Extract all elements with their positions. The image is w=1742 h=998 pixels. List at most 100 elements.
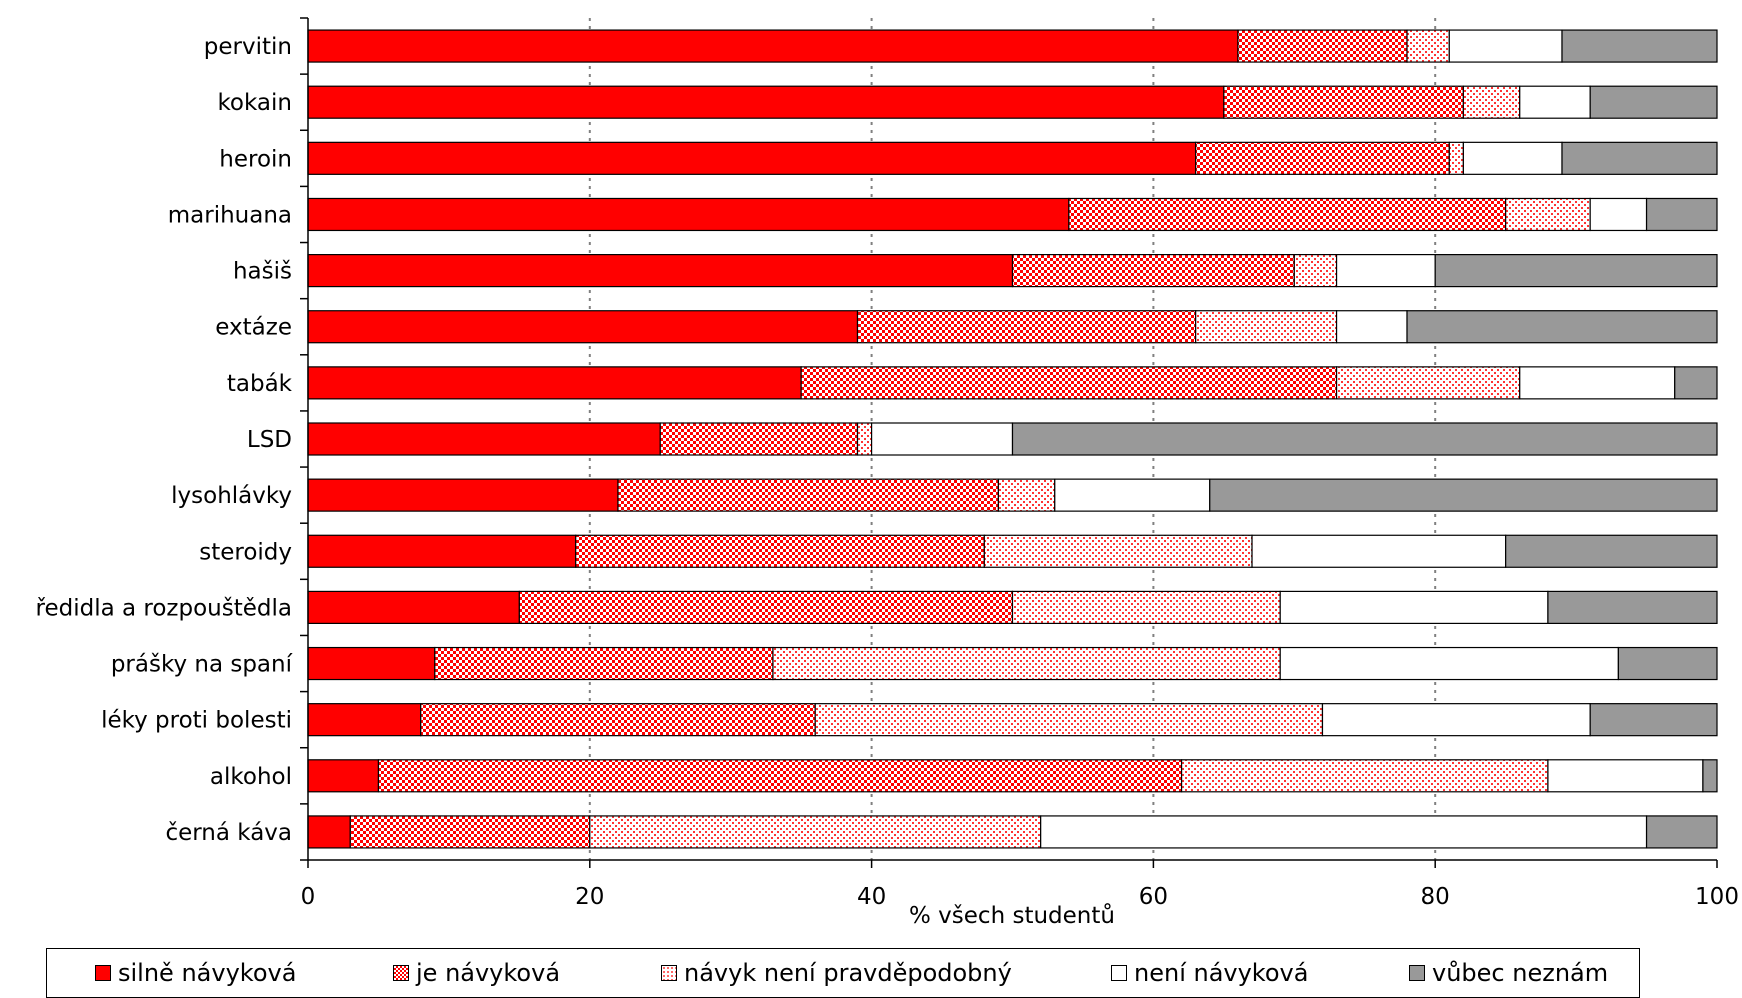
bar-segment-3 — [1448, 141, 1464, 175]
bar-segment-5 — [1645, 197, 1718, 232]
bar-segment-5 — [1505, 534, 1718, 568]
bar-segment-3 — [1406, 29, 1450, 63]
bar-segment-1 — [307, 197, 1070, 232]
bar-segment-1 — [307, 366, 802, 400]
bar-segment-4 — [1054, 478, 1211, 512]
category-label: heroin — [219, 146, 292, 172]
category-label: prášky na spaní — [111, 652, 293, 678]
bar-segment-5 — [1702, 759, 1718, 793]
bar-segment-2 — [349, 815, 591, 849]
bar-segment-3 — [1335, 366, 1521, 400]
bar-segment-3 — [856, 422, 873, 456]
legend-label: je návyková — [416, 959, 561, 987]
bar-segment-1 — [307, 534, 577, 568]
legend-item: návyk není pravděpodobný — [661, 959, 1012, 987]
bar-segment-4 — [1519, 85, 1591, 119]
bar-segment-1 — [307, 422, 661, 456]
bar-segment-5 — [1209, 478, 1718, 512]
category-label: černá káva — [165, 820, 292, 846]
bar-segment-1 — [307, 85, 1225, 119]
bar-segment-1 — [307, 646, 436, 681]
bar-segment-1 — [307, 478, 619, 512]
bar-segment-4 — [1251, 534, 1507, 568]
bar-segment-4 — [1589, 197, 1648, 232]
legend-item: vůbec neznám — [1409, 959, 1608, 987]
bar-segment-1 — [307, 141, 1197, 175]
bar-segment-1 — [307, 815, 351, 849]
x-tick-label: 100 — [1695, 884, 1739, 910]
bar-segment-5 — [1674, 366, 1718, 400]
legend-label: není návyková — [1134, 959, 1309, 987]
bar-segment-3 — [589, 815, 1042, 849]
category-label: léky proti bolesti — [101, 708, 292, 734]
category-label: kokain — [217, 90, 292, 116]
bar-segment-3 — [983, 534, 1253, 568]
bar-segment-4 — [1335, 254, 1436, 288]
bar-segment-3 — [1293, 254, 1338, 288]
bar-segment-2 — [518, 590, 1014, 625]
bar-segment-2 — [1223, 85, 1464, 119]
bar-segment-2 — [377, 759, 1183, 793]
bar-segment-2 — [1068, 197, 1507, 232]
category-label: pervitin — [204, 34, 292, 60]
bar-segment-1 — [307, 310, 859, 344]
bar-segment-4 — [870, 422, 1014, 456]
bar-segment-2 — [575, 534, 985, 568]
bar-segment-3 — [814, 703, 1324, 737]
bar-segment-5 — [1617, 646, 1718, 681]
bar-segment-4 — [1279, 646, 1619, 681]
legend-swatch — [95, 965, 111, 981]
legend-swatch — [1111, 965, 1127, 981]
chart-canvas: 0 20 40 60 80 100 pervitin kokain heroin marihuan… — [36, 17, 1739, 929]
bar-segment-3 — [1462, 85, 1521, 119]
bar-segment-5 — [1434, 254, 1718, 288]
legend-label: návyk není pravděpodobný — [684, 959, 1012, 987]
bar-segment-5 — [1589, 85, 1718, 119]
bar-segment-3 — [1195, 310, 1338, 344]
bar-segment-4 — [1547, 759, 1704, 793]
category-label: marihuana — [168, 202, 292, 228]
bar-segment-5 — [1547, 590, 1718, 625]
bar-segment-2 — [420, 703, 816, 737]
bar-segment-5 — [1011, 422, 1718, 456]
bar-segment-2 — [1011, 254, 1295, 288]
bar-segment-2 — [1195, 141, 1450, 175]
category-label: alkohol — [210, 764, 292, 790]
legend-label: vůbec neznám — [1432, 959, 1609, 987]
bar-segment-4 — [1448, 29, 1563, 63]
bar-segment-1 — [307, 759, 380, 793]
legend-label: silně návyková — [118, 959, 297, 987]
bar-segment-2 — [856, 310, 1197, 344]
x-tick-label: 40 — [857, 884, 886, 910]
bar-segment-5 — [1561, 141, 1718, 175]
bar-segment-4 — [1279, 590, 1549, 625]
bar-segment-2 — [434, 646, 774, 681]
bar-segment-3 — [1011, 590, 1281, 625]
axes — [300, 17, 1718, 868]
bar-segment-4 — [1335, 310, 1408, 344]
bar-segment-1 — [307, 703, 422, 737]
category-label: lysohlávky — [171, 483, 292, 509]
category-label: LSD — [247, 427, 292, 453]
x-tick-label: 80 — [1421, 884, 1450, 910]
x-tick-label: 0 — [301, 884, 316, 910]
bar-segment-2 — [659, 422, 859, 456]
legend-item: není návyková — [1111, 959, 1308, 987]
bar-segment-2 — [800, 366, 1338, 400]
bar-segment-3 — [1505, 197, 1591, 232]
bar-segment-4 — [1519, 366, 1676, 400]
bars — [307, 29, 1718, 849]
x-tick-label: 20 — [575, 884, 604, 910]
category-label: extáze — [215, 315, 292, 341]
bar-segment-4 — [1321, 703, 1591, 737]
labels: 0 20 40 60 80 100 pervitin kokain heroin marihuan… — [36, 34, 1739, 910]
category-label: tabák — [227, 371, 293, 397]
bar-segment-5 — [1406, 310, 1718, 344]
bar-segment-5 — [1561, 29, 1718, 63]
bar-segment-1 — [307, 29, 1239, 63]
x-tick-label: 60 — [1139, 884, 1168, 910]
bar-segment-2 — [1237, 29, 1408, 63]
legend-swatch — [661, 965, 677, 981]
bar-segment-1 — [307, 590, 520, 625]
bar-segment-2 — [617, 478, 1000, 512]
